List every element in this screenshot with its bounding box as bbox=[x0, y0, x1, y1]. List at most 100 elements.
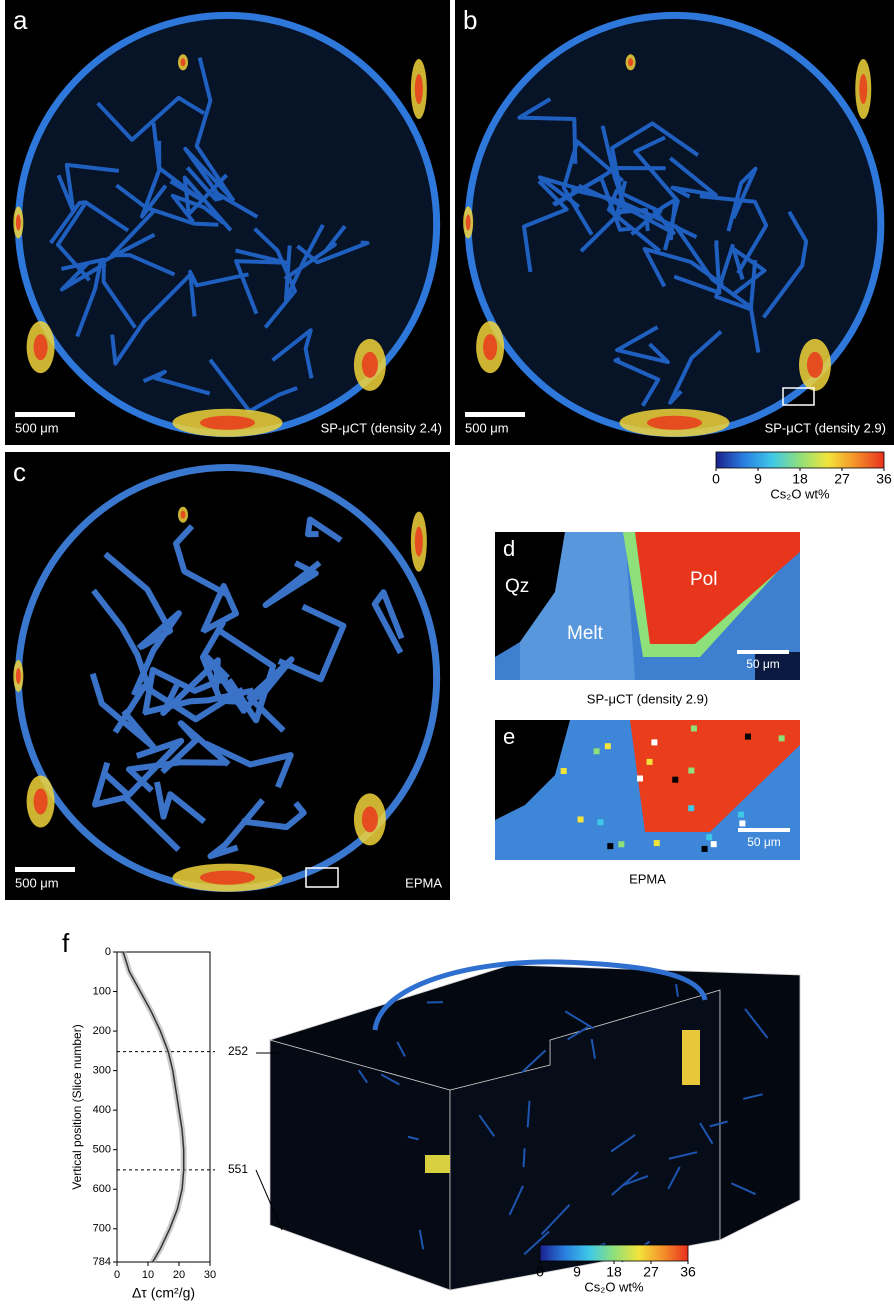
colorbar-label: Cs₂O wt% bbox=[770, 486, 830, 501]
hot-spot-core bbox=[466, 215, 471, 231]
pixel bbox=[651, 739, 657, 745]
x-tick-label: 20 bbox=[173, 1269, 185, 1281]
colorbar-tick-label: 9 bbox=[754, 471, 762, 487]
colorbar bbox=[540, 1245, 688, 1261]
x-tick-label: 30 bbox=[204, 1269, 216, 1281]
plot-frame bbox=[117, 952, 210, 1262]
scale-bar-label: 50 μm bbox=[747, 835, 781, 849]
hot-spot-core bbox=[200, 416, 255, 430]
y-tick-label: 300 bbox=[93, 1065, 111, 1077]
y-tick-label: 400 bbox=[93, 1104, 111, 1116]
pixel bbox=[702, 846, 708, 852]
profile-line bbox=[123, 952, 184, 1262]
pixel bbox=[594, 748, 600, 754]
hot-spot-core bbox=[415, 74, 423, 104]
pixel bbox=[688, 805, 694, 811]
scale-bar-label: 500 μm bbox=[15, 875, 59, 890]
colorbar-tick-label: 36 bbox=[876, 471, 892, 487]
panel-caption: EPMA bbox=[405, 875, 442, 890]
hot-spot-core bbox=[483, 334, 497, 360]
pixel bbox=[745, 734, 751, 740]
pixel bbox=[647, 759, 653, 765]
hot-spot-core bbox=[181, 58, 186, 66]
hot-spot-core bbox=[362, 806, 378, 832]
hot-spot-core bbox=[415, 527, 423, 557]
colorbar-tick-label: 18 bbox=[792, 471, 808, 487]
scale-bar bbox=[465, 412, 525, 417]
scale-bar bbox=[15, 867, 75, 872]
pixel bbox=[605, 743, 611, 749]
region-label: Melt bbox=[567, 623, 604, 644]
scale-bar bbox=[15, 412, 75, 417]
panel-label: d bbox=[503, 536, 515, 561]
x-axis-label: Δτ (cm²/g) bbox=[132, 1285, 195, 1301]
hot-spot bbox=[425, 1155, 450, 1173]
hot-spot-core bbox=[859, 74, 867, 104]
hot-spot-core bbox=[807, 352, 823, 378]
y-tick-label: 700 bbox=[93, 1223, 111, 1235]
hot-spot-core bbox=[16, 215, 21, 231]
panel-caption: SP-μCT (density 2.9) bbox=[587, 691, 708, 706]
y-axis-label: Vertical position (Slice number) bbox=[70, 1024, 84, 1189]
pixel bbox=[711, 841, 717, 847]
colorbar-tick-label: 27 bbox=[643, 1264, 659, 1280]
pixel bbox=[578, 816, 584, 822]
reference-label: 551 bbox=[228, 1162, 248, 1176]
colorbar-tick-label: 27 bbox=[834, 471, 850, 487]
x-tick-label: 10 bbox=[142, 1269, 154, 1281]
panel-label: f bbox=[62, 928, 70, 958]
y-tick-label: 200 bbox=[93, 1025, 111, 1037]
pixel bbox=[654, 840, 660, 846]
pixel bbox=[561, 768, 567, 774]
hot-spot-core bbox=[16, 668, 21, 684]
figure: a500 μmSP-μCT (density 2.4)b500 μmSP-μCT… bbox=[0, 0, 894, 1304]
pixel bbox=[706, 834, 712, 840]
y-tick-label: 600 bbox=[93, 1183, 111, 1195]
grain-boundary bbox=[524, 1148, 525, 1167]
hot-spot-core bbox=[362, 352, 378, 378]
pixel bbox=[672, 777, 678, 783]
panel-caption: SP-μCT (density 2.9) bbox=[765, 420, 886, 435]
panel-caption: EPMA bbox=[629, 871, 666, 886]
y-tick-label: 500 bbox=[93, 1144, 111, 1156]
panel-c: c 500 μm EPMA bbox=[5, 452, 450, 900]
colorbar-tick-label: 36 bbox=[680, 1264, 696, 1280]
pixel bbox=[597, 819, 603, 825]
hot-spot-core bbox=[181, 511, 186, 519]
region-label: Qz bbox=[505, 576, 529, 597]
scale-bar-label: 500 μm bbox=[15, 420, 59, 435]
panel-label: a bbox=[13, 5, 28, 35]
panel-label: e bbox=[503, 724, 515, 749]
panel-caption: SP-μCT (density 2.4) bbox=[321, 420, 442, 435]
y-tick-label: 784 bbox=[93, 1256, 111, 1268]
scale-bar bbox=[738, 828, 790, 832]
pixel bbox=[618, 841, 624, 847]
hot-spot-core bbox=[647, 416, 702, 430]
pixel bbox=[637, 775, 643, 781]
pixel bbox=[691, 725, 697, 731]
colorbar-label: Cs₂O wt% bbox=[584, 1279, 644, 1294]
colorbar-tick-label: 0 bbox=[536, 1264, 544, 1280]
hot-spot bbox=[682, 1030, 700, 1085]
hot-spot-core bbox=[34, 334, 48, 360]
colorbar bbox=[716, 452, 884, 468]
colorbar-tick-label: 9 bbox=[573, 1264, 581, 1280]
y-tick-label: 0 bbox=[105, 946, 111, 958]
y-tick-label: 100 bbox=[93, 985, 111, 997]
panel-label: c bbox=[13, 457, 26, 487]
pixel bbox=[607, 843, 613, 849]
colorbar-tick-label: 0 bbox=[712, 471, 720, 487]
reference-label: 252 bbox=[228, 1044, 248, 1058]
volume-render bbox=[256, 962, 800, 1290]
hot-spot-core bbox=[34, 788, 48, 814]
x-tick-label: 0 bbox=[114, 1269, 120, 1281]
pixel bbox=[738, 812, 744, 818]
pixel bbox=[688, 768, 694, 774]
hot-spot-core bbox=[628, 58, 633, 66]
panel-label: b bbox=[463, 5, 477, 35]
scale-bar bbox=[737, 650, 789, 654]
hot-spot-core bbox=[200, 871, 255, 885]
region-label: Pol bbox=[690, 569, 717, 590]
pixel bbox=[739, 820, 745, 826]
